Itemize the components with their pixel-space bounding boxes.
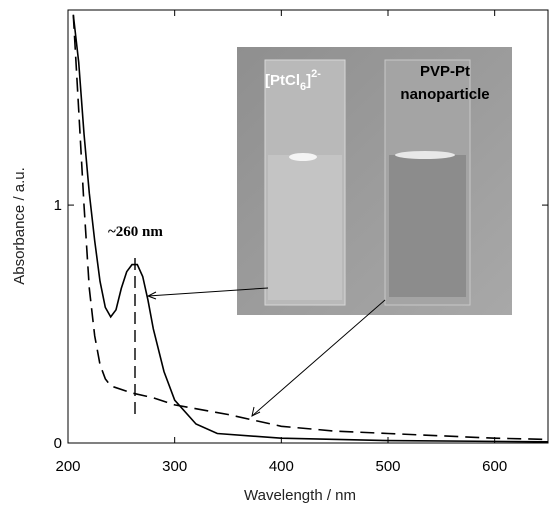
photo-label: PVP-Pt (420, 63, 470, 80)
x-tick-label: 300 (162, 458, 187, 475)
photo-label: nanoparticle (400, 86, 489, 103)
series-line (72, 14, 548, 443)
y-axis-title: Absorbance / a.u. (11, 167, 28, 285)
photo-label: [PtCl6]2- (265, 68, 321, 93)
x-tick-label: 600 (482, 458, 507, 475)
series-line (72, 14, 548, 441)
x-tick-label: 400 (269, 458, 294, 475)
y-tick-label: 1 (54, 197, 62, 214)
plot-frame (67, 9, 549, 444)
y-tick-label: 0 (54, 435, 62, 452)
x-axis-title: Wavelength / nm (244, 487, 356, 504)
label-part: [PtCl (265, 72, 300, 89)
peak-label: ~260 nm (108, 224, 163, 240)
x-tick-label: 500 (375, 458, 400, 475)
label-part: ] (306, 72, 311, 89)
arrows (146, 287, 386, 417)
label-sup: 2- (311, 68, 321, 80)
photo (237, 47, 512, 315)
x-tick-label: 200 (55, 458, 80, 475)
label-sub: 6 (300, 81, 306, 93)
